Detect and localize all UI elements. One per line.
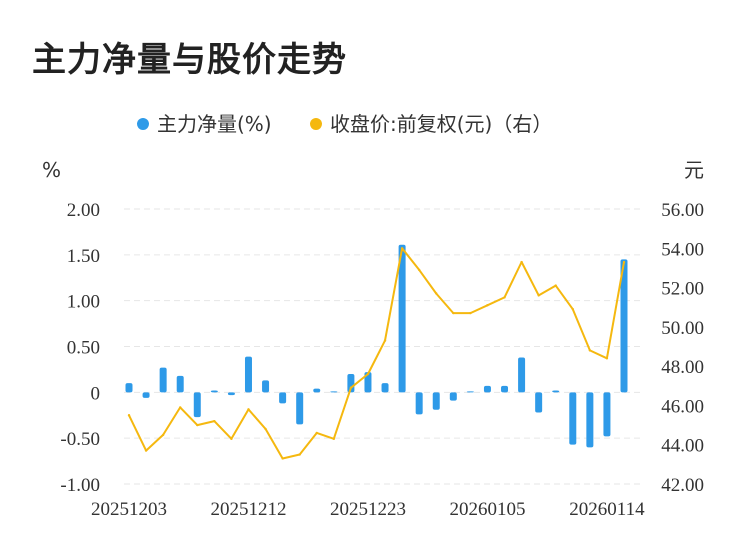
bar[interactable] (210, 390, 218, 393)
price-point (588, 349, 592, 352)
bar[interactable] (313, 388, 321, 393)
price-point (486, 304, 489, 307)
right-tick-label: 52.00 (661, 279, 704, 300)
right-tick-label: 48.00 (661, 357, 704, 378)
bar[interactable] (364, 372, 372, 393)
left-axis-ticks: 2.00 1.50 1.00 0.50 0 -0.50 -1.00 (60, 200, 100, 496)
right-tick-label: 44.00 (661, 436, 704, 457)
bar[interactable] (586, 392, 594, 448)
bar[interactable] (159, 367, 167, 393)
bar[interactable] (176, 375, 184, 393)
bar[interactable] (398, 244, 406, 393)
price-point (144, 449, 148, 452)
left-tick-label: 0 (91, 383, 101, 404)
bar[interactable] (432, 392, 440, 410)
legend-marker-main-net (137, 118, 149, 130)
legend-label-close-price: 收盘价:前复权(元)（右） (330, 112, 552, 136)
right-tick-label: 54.00 (661, 239, 704, 260)
price-point (435, 292, 438, 295)
left-tick-label: 1.50 (67, 246, 100, 267)
legend-marker-close-price (310, 118, 322, 130)
bar[interactable] (262, 380, 270, 393)
price-point (161, 433, 165, 437)
right-axis-unit: 元 (684, 158, 704, 182)
bar[interactable] (449, 392, 457, 401)
price-point (179, 406, 182, 409)
bar[interactable] (483, 385, 491, 393)
bar[interactable] (227, 392, 235, 396)
price-point (605, 357, 609, 360)
legend-label-main-net: 主力净量(%) (157, 112, 272, 136)
price-point (213, 419, 216, 423)
bar[interactable] (125, 383, 133, 393)
left-tick-label: 1.00 (67, 292, 100, 313)
left-tick-label: 0.50 (67, 338, 100, 359)
price-point (469, 311, 472, 315)
line-series (127, 247, 626, 460)
x-axis-ticks: 20251203 20251212 20251223 20260105 20260114 (91, 499, 645, 520)
bar[interactable] (347, 374, 355, 393)
bar[interactable] (569, 392, 577, 445)
bar-series (125, 244, 628, 448)
price-point (298, 453, 301, 456)
right-axis-ticks: 56.00 54.00 52.00 50.00 48.00 46.00 44.00 42.00 (661, 200, 704, 496)
price-point (196, 423, 199, 427)
chart-title: 主力净量与股价走势 (32, 40, 347, 80)
price-point (247, 408, 250, 411)
bar[interactable] (142, 392, 150, 398)
bar[interactable] (415, 392, 423, 415)
price-point (400, 247, 404, 250)
price-point (315, 431, 318, 435)
bar[interactable] (193, 392, 201, 418)
bar[interactable] (501, 385, 509, 393)
price-point (264, 427, 267, 431)
bar[interactable] (330, 391, 338, 393)
left-tick-label: -0.50 (60, 429, 100, 450)
price-point (349, 386, 353, 389)
price-point (383, 339, 387, 342)
left-tick-label: -1.00 (60, 475, 100, 496)
price-point (281, 457, 284, 460)
price-point (554, 284, 557, 287)
right-tick-label: 56.00 (661, 200, 704, 221)
left-axis-unit: % (42, 158, 61, 182)
price-point (571, 307, 574, 311)
price-point (520, 260, 523, 264)
price-point (230, 437, 233, 441)
price-point (127, 414, 131, 417)
price-point (332, 437, 336, 441)
price-point (503, 296, 506, 299)
x-tick-label: 20251203 (91, 499, 167, 520)
bar[interactable] (381, 383, 389, 393)
x-tick-label: 20260105 (449, 499, 525, 520)
right-tick-label: 42.00 (661, 475, 704, 496)
price-point (452, 311, 455, 315)
x-tick-label: 20251212 (210, 499, 286, 520)
x-tick-label: 20260114 (569, 499, 645, 520)
bar[interactable] (518, 357, 526, 393)
price-line[interactable] (128, 247, 625, 460)
bar[interactable] (466, 391, 474, 393)
x-tick-label: 20251223 (330, 499, 406, 520)
bar[interactable] (620, 259, 628, 393)
bar[interactable] (244, 356, 252, 393)
bar[interactable] (535, 392, 543, 413)
legend[interactable]: 主力净量(%) 收盘价:前复权(元)（右） (137, 112, 552, 136)
bar[interactable] (296, 392, 304, 425)
left-tick-label: 2.00 (67, 200, 100, 221)
price-point (537, 294, 540, 297)
bar[interactable] (603, 392, 611, 437)
price-point (622, 260, 626, 264)
right-tick-label: 50.00 (661, 318, 704, 339)
grid-lines (124, 208, 640, 485)
price-point (366, 372, 370, 376)
bar[interactable] (279, 392, 287, 404)
price-point (417, 268, 421, 272)
right-tick-label: 46.00 (661, 396, 704, 417)
bar[interactable] (552, 390, 560, 393)
